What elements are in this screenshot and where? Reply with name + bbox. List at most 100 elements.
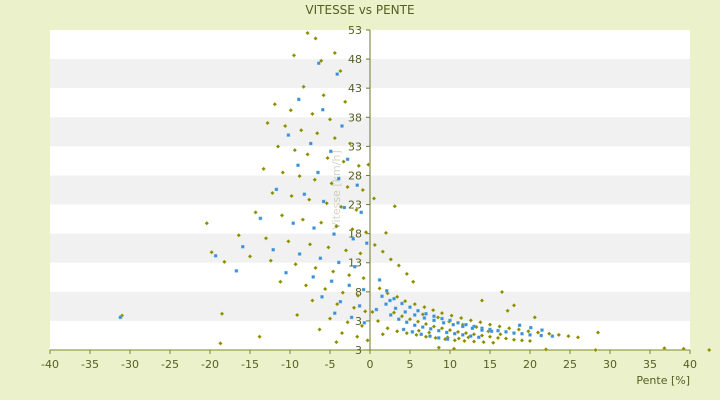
blue-point	[464, 322, 468, 327]
blue-point	[357, 304, 362, 308]
olive-point	[275, 144, 281, 149]
olive-point	[313, 265, 318, 271]
olive-point	[345, 319, 350, 325]
olive-point	[310, 298, 315, 303]
olive-point	[546, 331, 552, 336]
blue-point	[311, 275, 315, 279]
olive-point	[479, 298, 485, 303]
blue-point	[421, 325, 425, 329]
olive-point	[343, 248, 349, 253]
olive-point	[471, 339, 477, 344]
olive-point	[358, 251, 363, 256]
olive-point	[487, 334, 493, 339]
x-tick-label: -5	[325, 358, 336, 371]
olive-point	[338, 68, 343, 74]
y-tick-label: 8	[355, 286, 362, 299]
olive-point	[478, 319, 483, 325]
blue-point	[271, 248, 275, 252]
olive-point	[270, 190, 275, 196]
y-tick-label: 38	[348, 111, 362, 124]
olive-point	[334, 301, 340, 307]
blue-point	[329, 279, 334, 283]
blue-point	[451, 322, 455, 327]
olive-point	[505, 308, 510, 314]
olive-point	[431, 324, 437, 329]
olive-point	[317, 327, 322, 332]
olive-point	[312, 177, 318, 183]
blue-point	[359, 210, 363, 215]
blue-point	[342, 205, 347, 210]
blue-point	[333, 311, 337, 315]
blue-point	[349, 315, 354, 320]
blue-point	[410, 330, 415, 334]
olive-point	[293, 261, 298, 267]
blue-point	[520, 331, 524, 336]
blue-point	[453, 331, 457, 336]
olive-point	[327, 316, 333, 321]
blue-point	[408, 305, 412, 309]
olive-point	[301, 84, 306, 90]
olive-point	[253, 210, 258, 215]
blue-point	[258, 216, 263, 221]
blue-point	[286, 133, 291, 137]
blue-point	[389, 313, 393, 317]
blue-point	[392, 296, 396, 301]
blue-point	[456, 321, 460, 325]
olive-point	[334, 339, 339, 345]
olive-point	[487, 322, 493, 327]
olive-point	[268, 258, 274, 263]
olive-point	[423, 334, 429, 339]
olive-point	[416, 328, 422, 333]
olive-point	[456, 336, 462, 341]
x-tick-label: 0	[367, 358, 374, 371]
olive-point	[503, 336, 509, 341]
olive-point	[383, 230, 389, 236]
blue-point	[345, 157, 350, 161]
olive-point	[300, 217, 306, 222]
blue-point	[362, 321, 367, 325]
olive-point	[519, 338, 525, 343]
olive-point	[481, 339, 486, 345]
olive-point	[318, 58, 324, 64]
olive-point	[430, 307, 436, 313]
olive-point	[394, 329, 400, 334]
y-tick-label: 18	[348, 228, 362, 241]
blue-point	[316, 170, 320, 175]
olive-point	[362, 309, 368, 314]
olive-point	[350, 226, 355, 232]
blue-point	[517, 323, 522, 327]
olive-point	[490, 340, 496, 346]
olive-point	[341, 159, 346, 164]
blue-point	[312, 226, 316, 230]
olive-point	[291, 53, 297, 58]
blue-point	[550, 334, 555, 338]
olive-point	[282, 123, 288, 129]
blue-point	[489, 329, 494, 333]
blue-point	[335, 72, 339, 76]
x-tick-label: 35	[643, 358, 657, 371]
olive-point	[236, 233, 242, 238]
blue-point	[422, 316, 427, 320]
olive-point	[272, 101, 278, 107]
blue-point	[496, 328, 500, 333]
olive-point	[303, 283, 309, 288]
blue-point	[540, 328, 544, 332]
olive-point	[371, 196, 377, 201]
blue-point	[384, 302, 388, 306]
olive-point	[356, 163, 362, 169]
olive-point	[595, 330, 601, 335]
y-tick-label: 3	[355, 344, 362, 357]
olive-point	[399, 313, 405, 319]
blue-point	[413, 313, 417, 317]
olive-point	[334, 223, 339, 229]
x-tick-label: 40	[683, 358, 697, 371]
olive-point	[345, 184, 350, 190]
olive-point	[298, 127, 304, 133]
blue-point	[469, 334, 473, 338]
x-tick-label: -25	[161, 358, 179, 371]
y-tick-label: 3	[355, 315, 362, 328]
olive-point	[516, 327, 522, 332]
olive-point	[286, 239, 291, 244]
olive-point	[363, 229, 369, 235]
